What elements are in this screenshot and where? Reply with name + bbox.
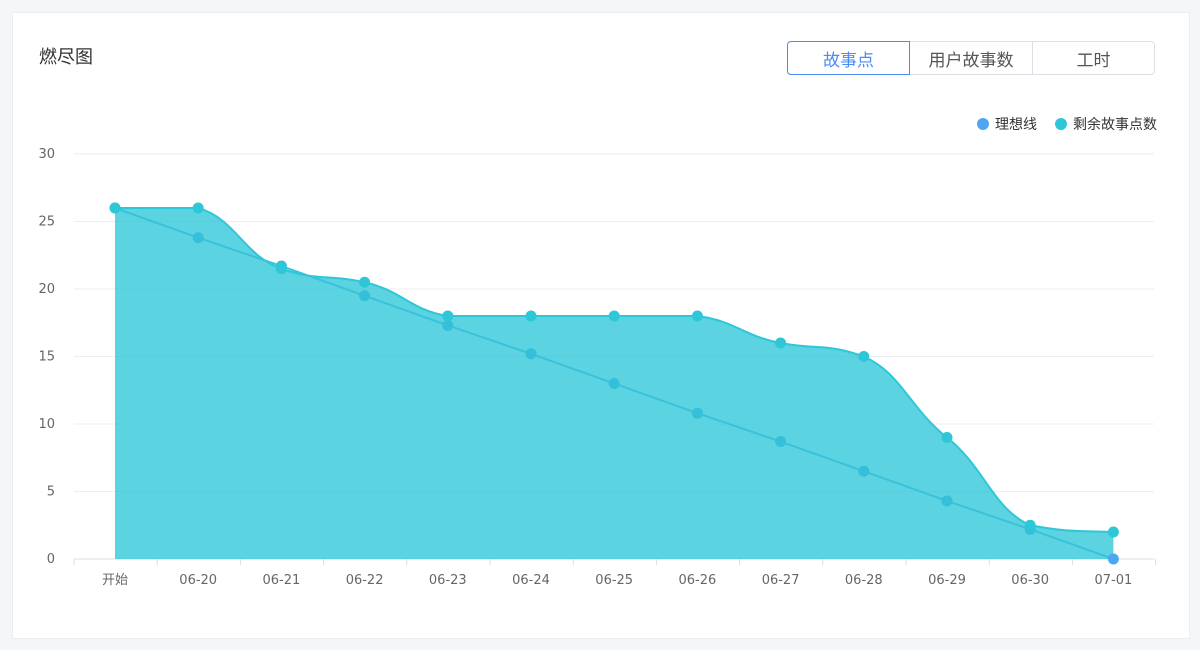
remaining-point <box>442 310 454 322</box>
metric-tabs: 故事点 用户故事数 工时 <box>787 41 1155 75</box>
ideal-point <box>359 290 371 302</box>
ideal-point <box>941 495 953 507</box>
x-tick-label: 06-23 <box>429 573 467 588</box>
remaining-point <box>858 351 870 362</box>
legend-label-remaining: 剩余故事点数 <box>1073 117 1157 133</box>
tab-work-hours[interactable]: 工时 <box>1032 41 1155 75</box>
ideal-point <box>858 465 870 477</box>
x-tick-label: 06-25 <box>595 573 633 588</box>
x-tick-label: 07-01 <box>1095 573 1133 588</box>
remaining-point <box>192 202 204 214</box>
burndown-chart: 0 5 10 15 20 25 30 开始 06-20 06-21 06-22 06-23 06-24 0… <box>38 147 1157 588</box>
y-tick-label: 30 <box>38 147 55 162</box>
ideal-point <box>442 319 454 331</box>
legend-item-ideal[interactable]: 理想线 <box>977 114 1037 134</box>
remaining-point <box>1107 526 1119 538</box>
ideal-point <box>608 378 620 389</box>
x-tick-label: 06-26 <box>679 573 717 588</box>
remaining-point <box>1024 519 1036 531</box>
x-tick-label: 06-20 <box>179 573 217 588</box>
ideal-point <box>691 407 703 419</box>
x-tick-label: 06-29 <box>928 573 966 588</box>
y-tick-label: 0 <box>47 552 55 567</box>
ideal-point <box>775 436 787 448</box>
x-tick-label: 06-22 <box>346 573 384 588</box>
ideal-point <box>525 348 537 360</box>
x-tick-label: 06-28 <box>845 573 883 588</box>
y-tick-label: 20 <box>38 282 55 297</box>
burndown-card: 燃尽图 故事点 用户故事数 工时 理想线 剩余故事点数 0 5 10 15 20 25 30… <box>12 12 1190 639</box>
x-tick-label: 06-27 <box>762 573 800 588</box>
legend-item-remaining[interactable]: 剩余故事点数 <box>1055 114 1157 134</box>
chart-title: 燃尽图 <box>39 47 93 68</box>
ideal-point <box>1107 553 1119 565</box>
legend-dot-remaining <box>1055 118 1067 130</box>
remaining-point <box>608 310 620 322</box>
y-tick-label: 15 <box>38 350 55 365</box>
remaining-point <box>941 432 953 443</box>
remaining-point <box>775 337 787 349</box>
remaining-point <box>359 276 371 288</box>
legend-label-ideal: 理想线 <box>995 117 1037 133</box>
remaining-point <box>109 202 121 214</box>
x-tick-label: 06-24 <box>512 573 550 588</box>
y-tick-label: 25 <box>38 215 55 230</box>
tab-story-points[interactable]: 故事点 <box>787 41 910 75</box>
remaining-point <box>691 310 703 322</box>
remaining-point <box>275 263 287 275</box>
ideal-point <box>192 232 204 244</box>
y-tick-label: 10 <box>38 417 55 432</box>
remaining-point <box>525 310 537 322</box>
chart-legend: 理想线 剩余故事点数 <box>959 114 1157 134</box>
y-tick-label: 5 <box>47 485 55 500</box>
x-tick-label: 06-30 <box>1011 573 1049 588</box>
legend-dot-ideal <box>977 118 989 130</box>
x-tick-label: 开始 <box>102 573 128 588</box>
x-tick-label: 06-21 <box>263 573 301 588</box>
